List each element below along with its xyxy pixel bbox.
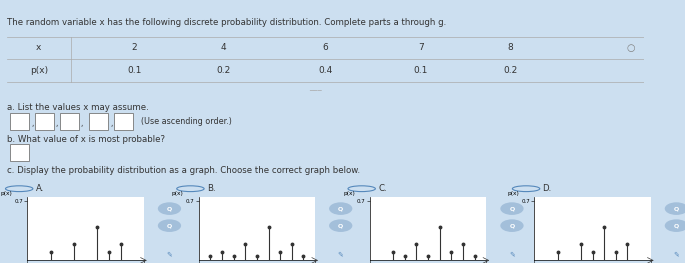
Text: C.: C. (378, 184, 387, 193)
Bar (10, 113, 29, 130)
Text: x: x (36, 43, 41, 52)
Text: c. Display the probability distribution as a graph. Choose the correct graph bel: c. Display the probability distribution … (7, 166, 360, 175)
Text: ✎: ✎ (338, 251, 344, 257)
Text: Q: Q (510, 206, 514, 211)
Text: Q: Q (674, 223, 679, 228)
Text: ,: , (110, 119, 112, 128)
Circle shape (329, 202, 352, 215)
Circle shape (500, 219, 523, 232)
Text: (Use ascending order.): (Use ascending order.) (141, 117, 232, 126)
Circle shape (158, 202, 181, 215)
Text: ,: , (31, 119, 34, 128)
Circle shape (500, 202, 523, 215)
Text: 0.2: 0.2 (503, 66, 517, 75)
Text: The random variable x has the following discrete probability distribution. Compl: The random variable x has the following … (7, 18, 446, 27)
Text: B.: B. (207, 184, 216, 193)
Text: Q: Q (674, 206, 679, 211)
Bar (10, 144, 29, 161)
Text: Q: Q (167, 206, 172, 211)
Text: Q: Q (510, 223, 514, 228)
Circle shape (329, 219, 352, 232)
Y-axis label: p(x): p(x) (1, 191, 12, 196)
Text: ,: , (56, 119, 58, 128)
Text: Q: Q (167, 223, 172, 228)
Text: 0.2: 0.2 (216, 66, 231, 75)
Bar (90, 113, 108, 130)
Text: ───: ─── (309, 88, 321, 94)
Circle shape (664, 202, 685, 215)
Text: ○: ○ (627, 43, 636, 53)
Text: A.: A. (36, 184, 44, 193)
Text: 7: 7 (418, 43, 424, 52)
Text: ✎: ✎ (673, 251, 680, 257)
Text: 0.1: 0.1 (414, 66, 428, 75)
Text: Q: Q (338, 206, 343, 211)
Text: 2: 2 (132, 43, 137, 52)
Y-axis label: p(x): p(x) (172, 191, 184, 196)
Text: 0.1: 0.1 (127, 66, 141, 75)
Text: ,: , (81, 119, 83, 128)
Text: 8: 8 (508, 43, 513, 52)
Text: D.: D. (543, 184, 552, 193)
Text: ✎: ✎ (509, 251, 515, 257)
Y-axis label: p(x): p(x) (343, 191, 355, 196)
Text: 0.4: 0.4 (319, 66, 332, 75)
Text: Q: Q (338, 223, 343, 228)
Text: ✎: ✎ (166, 251, 173, 257)
Text: b. What value of x is most probable?: b. What value of x is most probable? (7, 135, 165, 144)
Bar (60, 113, 79, 130)
Circle shape (664, 219, 685, 232)
Bar (35, 113, 54, 130)
Y-axis label: p(x): p(x) (508, 191, 519, 196)
Bar (114, 113, 133, 130)
Circle shape (158, 219, 181, 232)
Text: 6: 6 (323, 43, 328, 52)
Text: 4: 4 (221, 43, 226, 52)
Text: a. List the values x may assume.: a. List the values x may assume. (7, 103, 149, 112)
Text: p(x): p(x) (29, 66, 48, 75)
